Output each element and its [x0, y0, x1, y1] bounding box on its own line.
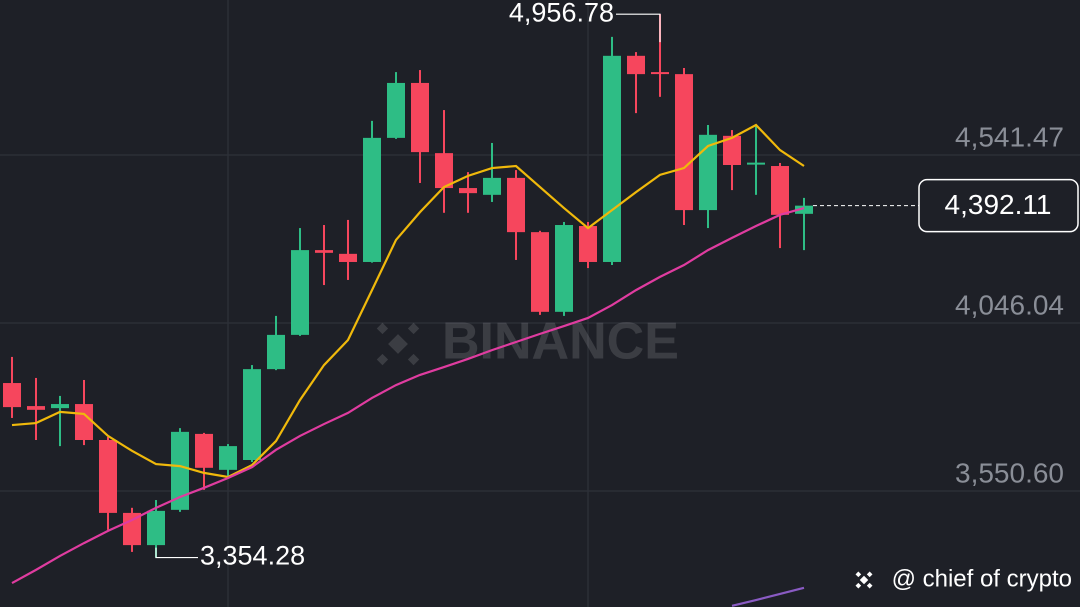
y-tick-label: 4,046.04 — [955, 289, 1064, 320]
candle-body — [603, 55, 621, 262]
candle-body — [579, 226, 597, 262]
candle-body — [411, 82, 429, 153]
y-tick-label: 3,550.60 — [955, 457, 1064, 488]
candle-body — [531, 232, 549, 312]
y-tick-label: 4,541.47 — [955, 121, 1064, 152]
candle-body — [315, 250, 333, 253]
candle-body — [795, 205, 813, 214]
candle-body — [51, 404, 69, 409]
candle-body — [483, 177, 501, 195]
low-label: 3,354.28 — [200, 541, 305, 571]
candle-body — [771, 166, 789, 215]
candle-body — [507, 177, 525, 233]
candle-body — [651, 72, 669, 75]
moving-average-line — [11, 123, 805, 479]
candle-body — [747, 162, 765, 165]
current-price-label: 4,392.11 — [945, 189, 1052, 220]
candle-body — [387, 82, 405, 138]
moving-average-line — [731, 586, 805, 607]
candle-body — [3, 383, 21, 408]
candle-body — [699, 134, 717, 211]
watermark: BINANCE — [376, 313, 679, 371]
credit: @ chief of crypto — [892, 565, 1072, 592]
current-price-box — [918, 178, 1079, 233]
watermark-text: BINANCE — [442, 313, 679, 371]
candle-body — [723, 135, 741, 165]
candle-body — [291, 250, 309, 335]
candle-body — [219, 446, 237, 470]
low-leader — [155, 547, 198, 559]
candle-body — [459, 188, 477, 194]
candle-body — [147, 510, 165, 546]
candle-body — [75, 404, 93, 440]
candle-body — [171, 431, 189, 510]
moving-average-line — [11, 207, 805, 585]
candle-body — [363, 137, 381, 262]
candle-body — [339, 253, 357, 262]
candle-body — [195, 433, 213, 468]
candle-body — [27, 406, 45, 410]
candle-body — [675, 74, 693, 211]
candle-body — [435, 153, 453, 189]
high-leader — [616, 13, 661, 43]
candle-body — [243, 369, 261, 461]
candle-body — [99, 439, 117, 513]
candle-body — [627, 55, 645, 75]
high-label: 4,956.78 — [509, 0, 614, 27]
candle-body — [555, 225, 573, 312]
candle-body — [267, 334, 285, 370]
